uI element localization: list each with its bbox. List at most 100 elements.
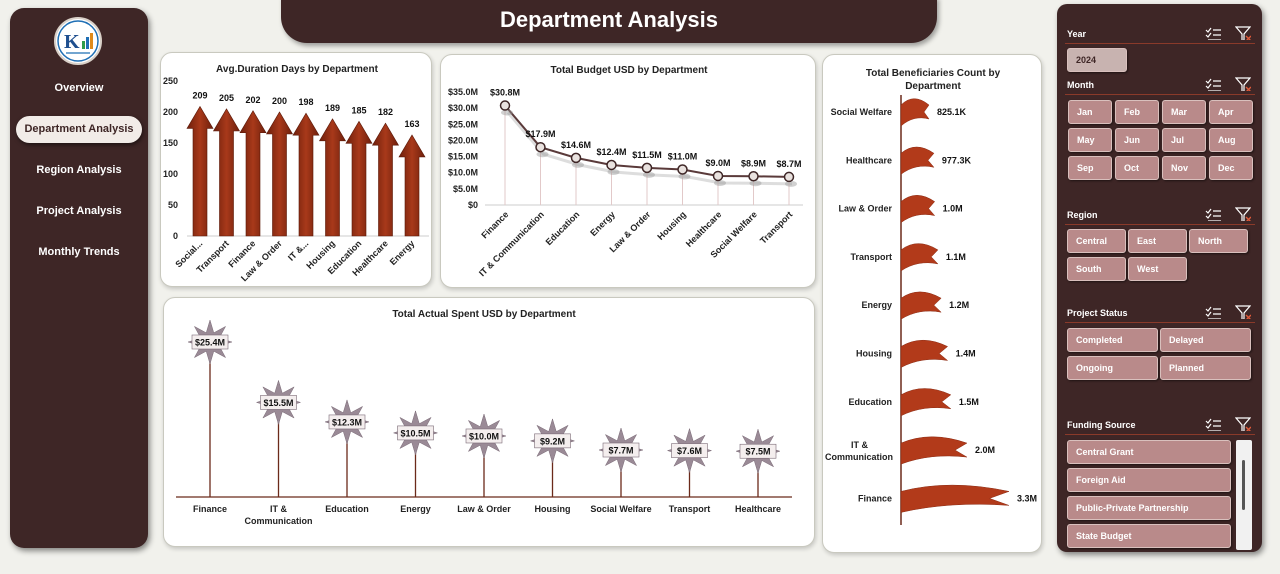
- status-button-ongoing[interactable]: Ongoing: [1067, 356, 1158, 380]
- chart-actual-spent: Total Actual Spent USD by Department $25.…: [163, 297, 815, 547]
- x-tick-label: Housing: [655, 209, 688, 242]
- data-label: 1.4M: [956, 349, 976, 359]
- point-shadow: [536, 151, 549, 158]
- flag-bar: [900, 436, 968, 465]
- status-slicer-divider: [1065, 322, 1255, 323]
- y-tick-label: Housing: [856, 349, 892, 359]
- region-button-central[interactable]: Central: [1067, 229, 1126, 253]
- total-budget-chart-svg: Total Budget USD by Department $0 $5.0M $10…: [448, 65, 803, 278]
- y-tick-label: Finance: [858, 493, 892, 503]
- data-label: 163: [404, 119, 419, 129]
- clear-filter-icon[interactable]: [1235, 417, 1251, 431]
- y-tick-label: $20.0M: [448, 135, 478, 145]
- status-button-completed[interactable]: Completed: [1067, 328, 1158, 352]
- month-button-mar[interactable]: Mar: [1162, 100, 1206, 124]
- multi-select-icon[interactable]: [1205, 207, 1221, 221]
- x-tick-label: Law & Order: [457, 504, 511, 514]
- region-button-south[interactable]: South: [1067, 257, 1126, 281]
- x-tick-label: Energy: [588, 209, 617, 238]
- bar-arrow: [265, 111, 294, 237]
- label-box: [534, 433, 571, 449]
- x-tick-label: Housing: [535, 504, 571, 514]
- data-label: $15.5M: [263, 398, 293, 408]
- chart-title: Total Beneficiaries Count by: [866, 68, 1001, 79]
- point-shadow: [572, 161, 584, 168]
- bar-arrow: [398, 134, 426, 237]
- y-tick-label: Transport: [850, 252, 892, 262]
- nav-overview[interactable]: Overview: [16, 75, 142, 102]
- bar-arrow: [186, 105, 214, 237]
- year-slicer-divider: [1065, 43, 1255, 44]
- month-button-oct[interactable]: Oct: [1115, 156, 1159, 180]
- data-label: 189: [325, 103, 340, 113]
- x-tick-label: IT & Communication: [477, 209, 546, 278]
- region-slicer-title: Region: [1067, 210, 1098, 220]
- data-label: $10.0M: [469, 431, 499, 441]
- chart-title: Avg.Duration Days by Department: [216, 64, 379, 75]
- funding-button-1[interactable]: Foreign Aid: [1067, 468, 1231, 492]
- label-box: [397, 425, 434, 441]
- region-button-west[interactable]: West: [1128, 257, 1187, 281]
- funding-scrollbar[interactable]: [1236, 440, 1252, 550]
- month-button-feb[interactable]: Feb: [1115, 100, 1159, 124]
- year-slicer-title: Year: [1067, 29, 1087, 39]
- month-button-aug[interactable]: Aug: [1209, 128, 1253, 152]
- region-slicer-divider: [1065, 224, 1255, 225]
- x-tick-label: Energy: [400, 504, 431, 514]
- funding-button-2[interactable]: Public-Private Partnership: [1067, 496, 1231, 520]
- multi-select-icon[interactable]: [1205, 26, 1221, 40]
- month-button-nov[interactable]: Nov: [1162, 156, 1206, 180]
- month-button-apr[interactable]: Apr: [1209, 100, 1253, 124]
- data-label: 209: [192, 90, 207, 100]
- flag-bar: [900, 388, 952, 417]
- month-button-jul[interactable]: Jul: [1162, 128, 1206, 152]
- month-button-dec[interactable]: Dec: [1209, 156, 1253, 180]
- nav-label: Project Analysis: [36, 205, 122, 217]
- data-label: $7.6M: [677, 446, 702, 456]
- month-button-may[interactable]: May: [1068, 128, 1112, 152]
- nav-monthly-trends[interactable]: Monthly Trends: [16, 239, 142, 266]
- data-label: $11.0M: [668, 151, 698, 161]
- nav-region-analysis[interactable]: Region Analysis: [16, 157, 142, 184]
- y-tick-label: Healthcare: [846, 155, 892, 165]
- region-button-north[interactable]: North: [1189, 229, 1248, 253]
- month-button-jan[interactable]: Jan: [1068, 100, 1112, 124]
- multi-select-icon[interactable]: [1205, 305, 1221, 319]
- x-tick-label: IT &: [270, 504, 287, 514]
- data-point: [641, 162, 653, 174]
- clear-filter-icon[interactable]: [1235, 207, 1251, 221]
- x-tick-label: Education: [544, 209, 582, 247]
- x-tick-label: Transport: [669, 504, 711, 514]
- month-button-sep[interactable]: Sep: [1068, 156, 1112, 180]
- funding-button-3[interactable]: State Budget: [1067, 524, 1231, 548]
- year-button[interactable]: 2024: [1067, 48, 1127, 72]
- month-button-jun[interactable]: Jun: [1115, 128, 1159, 152]
- label-box: [739, 443, 777, 459]
- data-label: 2.0M: [975, 445, 995, 455]
- data-point: [535, 141, 546, 153]
- data-point: [570, 152, 582, 164]
- status-button-planned[interactable]: Planned: [1160, 356, 1251, 380]
- month-slicer-title: Month: [1067, 80, 1094, 90]
- status-button-delayed[interactable]: Delayed: [1160, 328, 1251, 352]
- data-label: 200: [272, 96, 287, 106]
- y-tick-label: $0: [468, 200, 478, 210]
- page-title-text: Department Analysis: [499, 7, 719, 32]
- clear-filter-icon[interactable]: [1235, 305, 1251, 319]
- y-tick-label: Energy: [861, 300, 892, 310]
- clear-filter-icon[interactable]: [1235, 26, 1251, 40]
- data-label: 1.0M: [943, 204, 963, 214]
- region-button-east[interactable]: East: [1128, 229, 1187, 253]
- data-label: $17.9M: [525, 129, 555, 139]
- scrollbar-thumb[interactable]: [1242, 460, 1245, 510]
- multi-select-icon[interactable]: [1205, 417, 1221, 431]
- clear-filter-icon[interactable]: [1235, 77, 1251, 91]
- nav-department-analysis[interactable]: Department Analysis: [16, 116, 142, 143]
- data-point: [748, 171, 759, 182]
- funding-button-0[interactable]: Central Grant: [1067, 440, 1231, 464]
- multi-select-icon[interactable]: [1205, 77, 1221, 91]
- flag-bar: [900, 146, 935, 175]
- page-title: Department Analysis: [281, 0, 937, 43]
- data-label: $9.2M: [540, 436, 565, 446]
- nav-project-analysis[interactable]: Project Analysis: [16, 198, 142, 225]
